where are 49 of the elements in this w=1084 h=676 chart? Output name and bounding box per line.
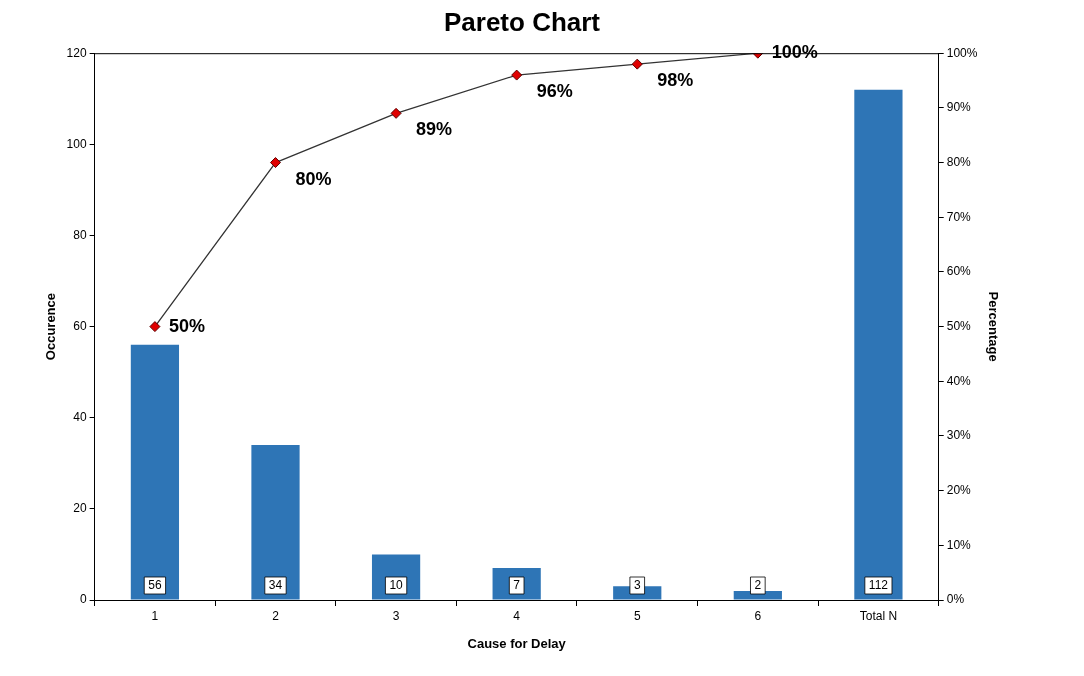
y2-tick-label: 40%	[946, 373, 972, 388]
data-label: 98%	[657, 70, 694, 91]
y2-tick-label: 90%	[946, 100, 972, 115]
data-label: 112	[868, 578, 889, 593]
data-label: 2	[754, 578, 762, 593]
y2-tick-label: 100%	[946, 45, 978, 60]
data-label: 56	[148, 578, 162, 593]
bar	[130, 344, 180, 600]
x-tick-label: 2	[272, 608, 280, 623]
y-tick-label: 40	[73, 410, 87, 425]
y2-tick-label: 60%	[946, 264, 972, 279]
y2-tick-label: 50%	[946, 318, 972, 333]
data-label: 10	[389, 578, 404, 593]
x-tick-label: 3	[392, 608, 400, 623]
point	[390, 107, 402, 119]
data-label: 80%	[295, 168, 332, 189]
y-tick-label: 100	[66, 136, 87, 151]
chart-title: Pareto Chart	[443, 6, 601, 37]
y2-axis-title: Percentage	[985, 291, 1001, 362]
data-label: 3	[633, 578, 641, 593]
x-tick-label: Total N	[859, 608, 898, 623]
y-tick-label: 120	[66, 45, 87, 60]
x-tick-label: 5	[633, 608, 641, 623]
y-axis-title: Occurence	[43, 293, 59, 361]
point	[511, 69, 523, 81]
x-axis-title: Cause for Delay	[467, 635, 567, 651]
data-label: 34	[268, 578, 283, 593]
y-tick-label: 20	[73, 501, 87, 516]
y2-tick-label: 20%	[946, 482, 972, 497]
point	[270, 157, 281, 169]
y-tick-label: 0	[79, 592, 87, 607]
data-label: 89%	[416, 119, 453, 140]
x-tick-label: 4	[513, 608, 521, 623]
y-tick-label: 60	[73, 318, 87, 333]
data-label: 50%	[168, 315, 205, 336]
bar	[854, 89, 903, 600]
data-label: 7	[513, 578, 521, 593]
data-label: 96%	[536, 81, 573, 102]
point	[631, 58, 643, 70]
y2-tick-label: 30%	[946, 428, 972, 443]
x-tick-label: 6	[754, 608, 762, 623]
x-tick-label: 1	[151, 608, 159, 623]
y2-tick-label: 80%	[946, 154, 972, 169]
bar	[251, 445, 300, 600]
y2-tick-label: 0%	[946, 592, 965, 607]
y-tick-label: 80	[73, 227, 87, 242]
y2-tick-label: 10%	[946, 537, 972, 552]
point	[149, 321, 161, 333]
y2-tick-label: 70%	[946, 209, 972, 224]
